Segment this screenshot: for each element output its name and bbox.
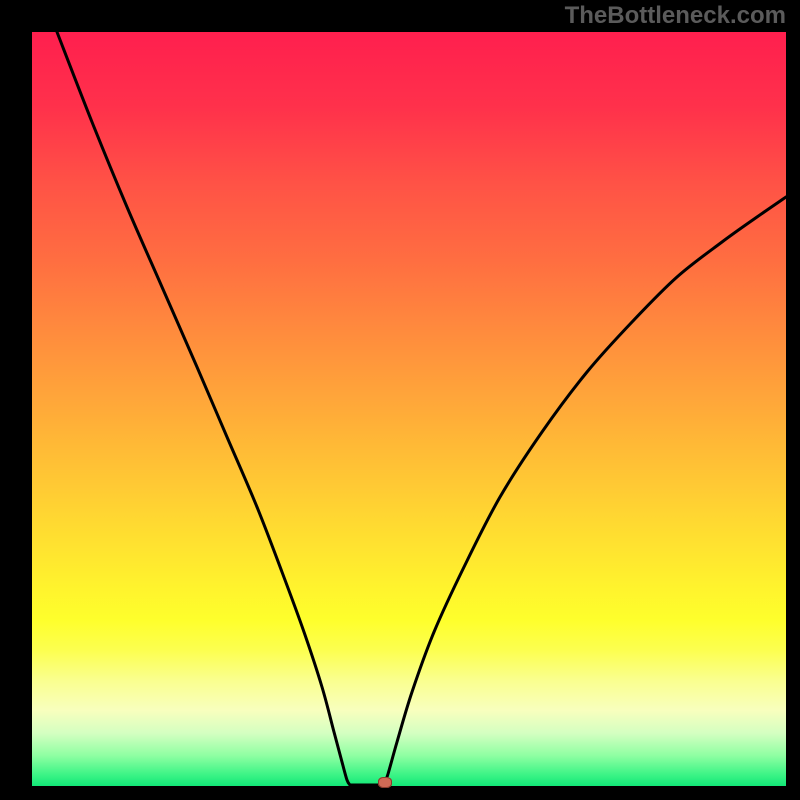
chart-frame: TheBottleneck.com <box>0 0 800 800</box>
plot-area <box>32 32 786 786</box>
watermark-text: TheBottleneck.com <box>565 2 786 30</box>
bottleneck-curve <box>32 32 786 786</box>
optimal-point-marker <box>378 777 392 788</box>
